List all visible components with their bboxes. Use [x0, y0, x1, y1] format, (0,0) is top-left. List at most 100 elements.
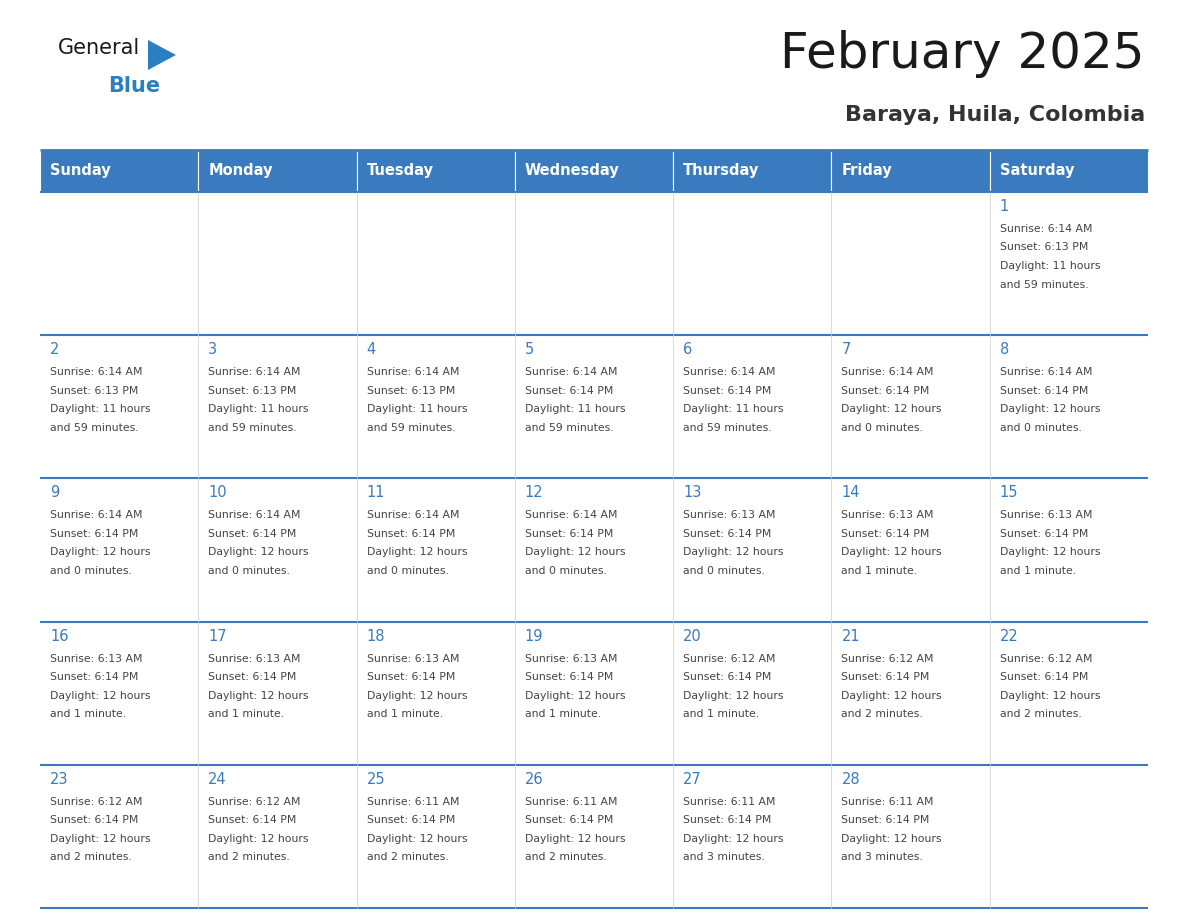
Bar	[40, 192, 198, 335]
Bar	[832, 192, 990, 335]
Text: Sunset: 6:14 PM: Sunset: 6:14 PM	[525, 815, 613, 825]
Text: and 59 minutes.: and 59 minutes.	[1000, 279, 1088, 289]
Text: Sunrise: 6:11 AM: Sunrise: 6:11 AM	[367, 797, 459, 807]
Text: 22: 22	[1000, 629, 1018, 644]
Text: Sunrise: 6:14 AM: Sunrise: 6:14 AM	[50, 367, 143, 377]
Text: 12: 12	[525, 486, 543, 500]
Bar	[198, 765, 356, 908]
Text: and 59 minutes.: and 59 minutes.	[208, 422, 297, 432]
Text: Daylight: 12 hours: Daylight: 12 hours	[841, 690, 942, 700]
Text: Sunset: 6:14 PM: Sunset: 6:14 PM	[841, 386, 930, 396]
Bar	[356, 150, 514, 192]
Text: and 1 minute.: and 1 minute.	[525, 709, 601, 719]
Text: 9: 9	[50, 486, 59, 500]
Text: 6: 6	[683, 342, 693, 357]
Text: 26: 26	[525, 772, 543, 787]
Text: Daylight: 12 hours: Daylight: 12 hours	[208, 834, 309, 844]
Text: Sunrise: 6:12 AM: Sunrise: 6:12 AM	[1000, 654, 1092, 664]
Text: 17: 17	[208, 629, 227, 644]
Text: Sunrise: 6:14 AM: Sunrise: 6:14 AM	[367, 510, 459, 521]
Text: Sunset: 6:13 PM: Sunset: 6:13 PM	[50, 386, 138, 396]
Text: and 1 minute.: and 1 minute.	[841, 565, 917, 576]
Text: Sunset: 6:14 PM: Sunset: 6:14 PM	[367, 529, 455, 539]
Text: Wednesday: Wednesday	[525, 163, 620, 178]
Text: Sunrise: 6:14 AM: Sunrise: 6:14 AM	[367, 367, 459, 377]
Text: Daylight: 11 hours: Daylight: 11 hours	[367, 404, 467, 414]
Text: Daylight: 12 hours: Daylight: 12 hours	[1000, 690, 1100, 700]
Bar	[990, 335, 1148, 478]
Text: Monday: Monday	[208, 163, 273, 178]
Bar	[514, 765, 674, 908]
Text: and 2 minutes.: and 2 minutes.	[208, 852, 290, 862]
Text: Sunrise: 6:14 AM: Sunrise: 6:14 AM	[525, 367, 618, 377]
Text: 24: 24	[208, 772, 227, 787]
Bar	[198, 335, 356, 478]
Text: Daylight: 12 hours: Daylight: 12 hours	[367, 690, 467, 700]
Text: Baraya, Huila, Colombia: Baraya, Huila, Colombia	[845, 105, 1145, 125]
Bar	[40, 335, 198, 478]
Text: Saturday: Saturday	[1000, 163, 1074, 178]
Text: Sunset: 6:13 PM: Sunset: 6:13 PM	[1000, 242, 1088, 252]
Bar	[356, 335, 514, 478]
Text: Sunrise: 6:14 AM: Sunrise: 6:14 AM	[525, 510, 618, 521]
Text: Sunrise: 6:11 AM: Sunrise: 6:11 AM	[841, 797, 934, 807]
Bar	[832, 621, 990, 765]
Text: and 0 minutes.: and 0 minutes.	[1000, 422, 1081, 432]
Bar	[40, 765, 198, 908]
Text: and 0 minutes.: and 0 minutes.	[525, 565, 607, 576]
Text: Sunrise: 6:14 AM: Sunrise: 6:14 AM	[208, 367, 301, 377]
Text: Daylight: 12 hours: Daylight: 12 hours	[841, 404, 942, 414]
Bar	[832, 150, 990, 192]
Text: 11: 11	[367, 486, 385, 500]
Text: 16: 16	[50, 629, 69, 644]
Text: Sunrise: 6:14 AM: Sunrise: 6:14 AM	[208, 510, 301, 521]
Text: and 1 minute.: and 1 minute.	[367, 709, 443, 719]
Text: Daylight: 12 hours: Daylight: 12 hours	[367, 834, 467, 844]
Text: and 1 minute.: and 1 minute.	[50, 709, 126, 719]
Text: Sunset: 6:14 PM: Sunset: 6:14 PM	[683, 386, 771, 396]
Text: Sunrise: 6:12 AM: Sunrise: 6:12 AM	[208, 797, 301, 807]
Bar	[674, 192, 832, 335]
Text: 21: 21	[841, 629, 860, 644]
Text: Blue: Blue	[108, 76, 160, 96]
Text: Sunrise: 6:13 AM: Sunrise: 6:13 AM	[1000, 510, 1092, 521]
Text: Sunrise: 6:11 AM: Sunrise: 6:11 AM	[683, 797, 776, 807]
Text: Sunset: 6:14 PM: Sunset: 6:14 PM	[841, 672, 930, 682]
Text: Daylight: 12 hours: Daylight: 12 hours	[208, 690, 309, 700]
Bar	[198, 192, 356, 335]
Text: Daylight: 11 hours: Daylight: 11 hours	[50, 404, 151, 414]
Text: Sunrise: 6:11 AM: Sunrise: 6:11 AM	[525, 797, 618, 807]
Text: and 59 minutes.: and 59 minutes.	[683, 422, 772, 432]
Text: 3: 3	[208, 342, 217, 357]
Text: Daylight: 12 hours: Daylight: 12 hours	[683, 834, 784, 844]
Text: 8: 8	[1000, 342, 1009, 357]
Text: Daylight: 11 hours: Daylight: 11 hours	[525, 404, 625, 414]
Bar	[356, 192, 514, 335]
Text: Daylight: 11 hours: Daylight: 11 hours	[208, 404, 309, 414]
Text: Sunrise: 6:12 AM: Sunrise: 6:12 AM	[841, 654, 934, 664]
Text: Sunset: 6:14 PM: Sunset: 6:14 PM	[841, 815, 930, 825]
Text: 19: 19	[525, 629, 543, 644]
Text: Sunset: 6:14 PM: Sunset: 6:14 PM	[683, 529, 771, 539]
Text: 28: 28	[841, 772, 860, 787]
Text: Sunrise: 6:14 AM: Sunrise: 6:14 AM	[841, 367, 934, 377]
Text: Daylight: 12 hours: Daylight: 12 hours	[525, 547, 625, 557]
Text: Sunset: 6:13 PM: Sunset: 6:13 PM	[367, 386, 455, 396]
Text: Daylight: 12 hours: Daylight: 12 hours	[208, 547, 309, 557]
Text: and 0 minutes.: and 0 minutes.	[841, 422, 923, 432]
Text: Daylight: 12 hours: Daylight: 12 hours	[50, 690, 151, 700]
Bar	[674, 150, 832, 192]
Bar	[514, 192, 674, 335]
Text: Sunrise: 6:13 AM: Sunrise: 6:13 AM	[841, 510, 934, 521]
Bar	[198, 150, 356, 192]
Text: 27: 27	[683, 772, 702, 787]
Text: and 59 minutes.: and 59 minutes.	[50, 422, 139, 432]
Text: General: General	[58, 38, 140, 58]
Text: Sunrise: 6:13 AM: Sunrise: 6:13 AM	[208, 654, 301, 664]
Text: and 1 minute.: and 1 minute.	[683, 709, 759, 719]
Text: Sunrise: 6:14 AM: Sunrise: 6:14 AM	[1000, 367, 1092, 377]
Text: and 3 minutes.: and 3 minutes.	[841, 852, 923, 862]
Text: and 2 minutes.: and 2 minutes.	[841, 709, 923, 719]
Text: 14: 14	[841, 486, 860, 500]
Text: Daylight: 12 hours: Daylight: 12 hours	[841, 547, 942, 557]
